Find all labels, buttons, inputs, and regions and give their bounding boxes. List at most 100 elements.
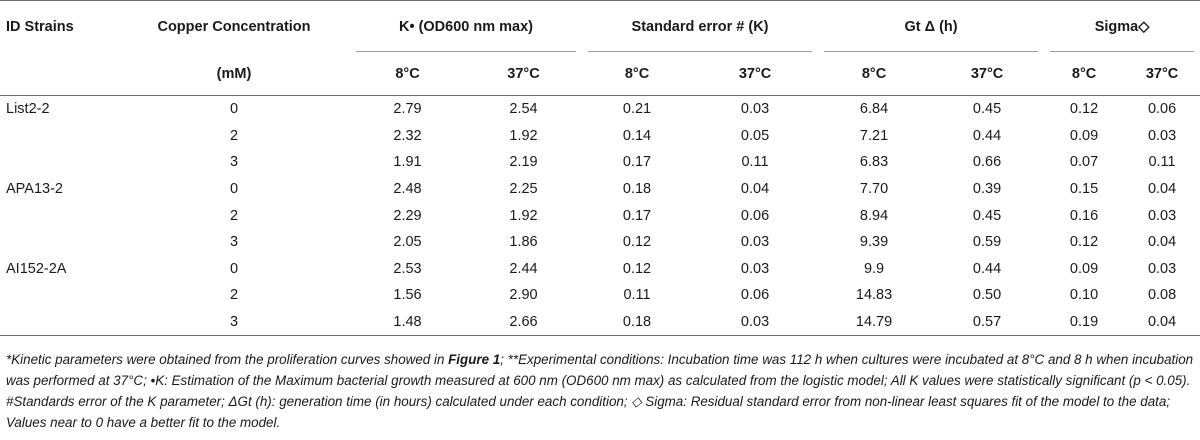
cell-gt8: 8.94 (859, 207, 889, 224)
header-sigma: Sigma◇ (1044, 1, 1200, 53)
header-gt-37c: 37°C (970, 65, 1004, 82)
cell-strain (0, 229, 118, 256)
table-row: 2 2.29 1.92 0.17 0.06 8.94 0.45 0.16 0.03 (0, 202, 1200, 229)
cell-s37: 0.03 (1147, 207, 1177, 224)
table-row: List2-2 0 2.79 2.54 0.21 0.03 6.84 0.45 0.12 0.06 (0, 96, 1200, 123)
cell-cu: 3 (229, 314, 239, 331)
cell-s37: 0.04 (1147, 314, 1177, 331)
cell-se37: 0.11 (741, 154, 769, 171)
cell-gt8: 9.9 (863, 260, 885, 277)
cell-se8: 0.14 (622, 127, 652, 144)
header-k-8c: 8°C (395, 65, 420, 82)
cell-se8: 0.17 (622, 207, 652, 224)
cell-se8: 0.11 (623, 287, 651, 304)
cell-s8: 0.12 (1069, 101, 1099, 118)
cell-s8: 0.09 (1069, 260, 1099, 277)
table-row: AI152-2A 0 2.53 2.44 0.12 0.03 9.9 0.44 0.09 0.03 (0, 256, 1200, 283)
table-row: 2 1.56 2.90 0.11 0.06 14.83 0.50 0.10 0.08 (0, 282, 1200, 309)
cell-gt8: 6.84 (859, 101, 889, 118)
cell-se37: 0.04 (740, 181, 770, 198)
cell-gt8: 7.21 (859, 127, 889, 144)
cell-se37: 0.06 (740, 207, 770, 224)
cell-k8: 2.32 (393, 127, 422, 144)
cell-strain (0, 309, 118, 336)
cell-s8: 0.15 (1069, 181, 1099, 198)
table-row: APA13-2 0 2.48 2.25 0.18 0.04 7.70 0.39 0.15 0.04 (0, 176, 1200, 203)
cell-k37: 1.92 (509, 127, 538, 144)
cell-s8: 0.09 (1069, 127, 1099, 144)
cell-k37: 1.92 (509, 207, 538, 224)
table-row: 3 1.48 2.66 0.18 0.03 14.79 0.57 0.19 0.04 (0, 309, 1200, 336)
cell-s37: 0.03 (1147, 127, 1177, 144)
cell-k37: 2.90 (509, 287, 538, 304)
cell-gt37: 0.44 (972, 127, 1002, 144)
cell-se37: 0.03 (740, 101, 770, 118)
cell-strain: AI152-2A (6, 260, 67, 277)
cell-se37: 0.03 (740, 234, 770, 251)
cell-k8: 2.48 (393, 181, 422, 198)
cell-strain (0, 149, 118, 176)
cell-strain (0, 123, 118, 150)
cell-s8: 0.16 (1069, 207, 1099, 224)
cell-gt37: 0.45 (972, 207, 1002, 224)
cell-cu: 0 (229, 260, 239, 277)
cell-gt8: 9.39 (859, 234, 889, 251)
cell-k8: 1.56 (393, 287, 422, 304)
cell-s37: 0.04 (1147, 181, 1177, 198)
cell-cu: 0 (229, 101, 239, 118)
cell-gt8: 14.83 (855, 287, 893, 304)
header-blank (0, 52, 118, 96)
header-sigma-37c: 37°C (1145, 65, 1179, 82)
cell-k8: 1.91 (393, 154, 422, 171)
header-k: K• (OD600 nm max) (350, 1, 582, 53)
header-se-37c: 37°C (738, 65, 772, 82)
cell-gt37: 0.39 (972, 181, 1002, 198)
cell-se8: 0.12 (622, 234, 652, 251)
cell-s37: 0.03 (1147, 260, 1177, 277)
cell-gt8: 14.79 (855, 314, 893, 331)
cell-s37: 0.04 (1147, 234, 1177, 251)
data-table: ID Strains Copper Concentration K• (OD60… (0, 0, 1200, 336)
cell-s37: 0.11 (1148, 154, 1176, 171)
footnote-part-2: ; **Experimental conditions: Incubation … (6, 352, 1194, 430)
table-row: 3 2.05 1.86 0.12 0.03 9.39 0.59 0.12 0.04 (0, 229, 1200, 256)
cell-cu: 3 (229, 154, 239, 171)
cell-cu: 2 (229, 127, 239, 144)
footnote-part-1: *Kinetic parameters were obtained from t… (6, 352, 449, 367)
table-footnote: *Kinetic parameters were obtained from t… (6, 349, 1196, 433)
table-row: 2 2.32 1.92 0.14 0.05 7.21 0.44 0.09 0.03 (0, 123, 1200, 150)
cell-se8: 0.18 (622, 181, 652, 198)
cell-strain (0, 282, 118, 309)
header-se: Standard error # (K) (582, 1, 818, 53)
cell-cu: 2 (229, 287, 239, 304)
header-se-8c: 8°C (624, 65, 650, 82)
header-copper-unit: (mM) (216, 65, 252, 82)
cell-k8: 2.53 (393, 260, 422, 277)
cell-gt37: 0.50 (972, 287, 1002, 304)
header-gt-8c: 8°C (861, 65, 887, 82)
cell-gt37: 0.66 (972, 154, 1002, 171)
cell-k8: 2.05 (393, 234, 422, 251)
cell-cu: 3 (229, 234, 239, 251)
cell-k8: 1.48 (393, 314, 422, 331)
cell-s8: 0.10 (1069, 287, 1099, 304)
cell-se37: 0.06 (740, 287, 770, 304)
cell-k8: 2.79 (393, 101, 422, 118)
cell-k37: 2.19 (509, 154, 538, 171)
figure-reference-link[interactable]: Figure 1 (448, 352, 501, 367)
cell-k37: 2.66 (509, 314, 538, 331)
cell-gt37: 0.57 (972, 314, 1002, 331)
cell-gt37: 0.45 (972, 101, 1002, 118)
cell-s8: 0.12 (1069, 234, 1099, 251)
cell-s8: 0.19 (1069, 314, 1099, 331)
cell-s37: 0.08 (1147, 287, 1177, 304)
cell-cu: 0 (229, 181, 239, 198)
cell-se8: 0.17 (622, 154, 652, 171)
cell-gt8: 7.70 (859, 181, 889, 198)
cell-gt37: 0.44 (972, 260, 1002, 277)
cell-se8: 0.18 (622, 314, 652, 331)
header-k-37c: 37°C (507, 65, 540, 82)
cell-se8: 0.21 (622, 101, 652, 118)
header-strain: ID Strains (6, 18, 74, 35)
cell-gt8: 6.83 (859, 154, 889, 171)
